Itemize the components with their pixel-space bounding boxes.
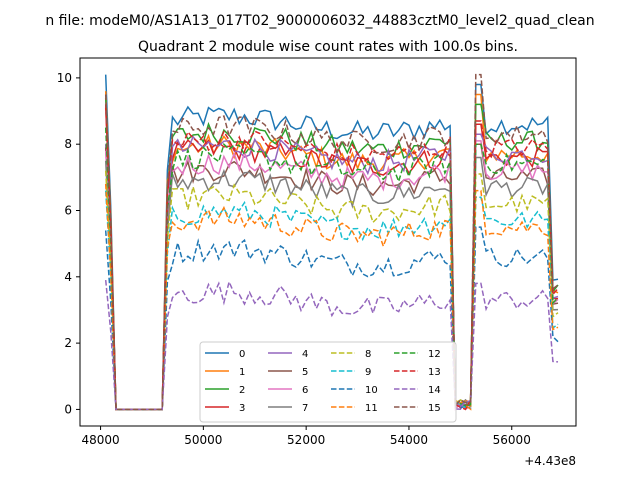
legend-label-2: 2 (239, 385, 245, 396)
legend-box (199, 341, 457, 423)
series-line-8 (104, 170, 559, 411)
y-tick-label: 2 (64, 336, 72, 350)
x-offset-label: +4.43e8 (524, 454, 576, 468)
x-tick-label: 48000 (81, 433, 119, 447)
legend-label-6: 6 (302, 385, 308, 396)
legend-label-13: 13 (428, 367, 441, 378)
y-tick-label: 10 (57, 71, 72, 85)
y-tick-label: 6 (64, 204, 72, 218)
series-line-15 (104, 73, 559, 411)
series-line-4 (104, 133, 559, 411)
series-line-9 (104, 190, 559, 411)
y-tick-label: 8 (64, 137, 72, 151)
x-tick-label: 56000 (493, 433, 531, 447)
series-line-10 (104, 226, 559, 411)
legend-label-1: 1 (239, 367, 245, 378)
legend-label-5: 5 (302, 367, 308, 378)
series-lines (104, 73, 559, 412)
legend-label-3: 3 (239, 403, 245, 414)
legend-label-11: 11 (365, 403, 378, 414)
legend-label-7: 7 (302, 403, 308, 414)
legend-label-10: 10 (365, 385, 378, 396)
x-tick-label: 52000 (287, 433, 325, 447)
x-tick-label: 50000 (184, 433, 222, 447)
legend-label-15: 15 (428, 403, 441, 414)
series-line-7 (104, 156, 559, 411)
series-line-11 (104, 183, 559, 411)
legend-label-0: 0 (239, 349, 245, 360)
legend-label-12: 12 (428, 349, 441, 360)
series-line-2 (104, 97, 559, 411)
x-axis: 48000 50000 52000 54000 56000 (81, 426, 531, 447)
series-line-12 (104, 127, 559, 411)
legend-label-4: 4 (302, 349, 308, 360)
plot-frame (79, 57, 577, 427)
legend-label-9: 9 (365, 367, 371, 378)
legend-label-14: 14 (428, 385, 441, 396)
series-line-14 (104, 279, 559, 411)
y-axis: 0 2 4 6 8 10 (57, 71, 80, 416)
y-tick-label: 0 (64, 402, 72, 416)
x-tick-label: 54000 (390, 433, 428, 447)
chart-title: Quadrant 2 module wise count rates with … (138, 39, 518, 55)
chart-suptitle: n file: modeM0/AS1A13_017T02_9000006032_… (45, 13, 594, 29)
y-tick-label: 4 (64, 270, 72, 284)
legend-label-8: 8 (365, 349, 371, 360)
